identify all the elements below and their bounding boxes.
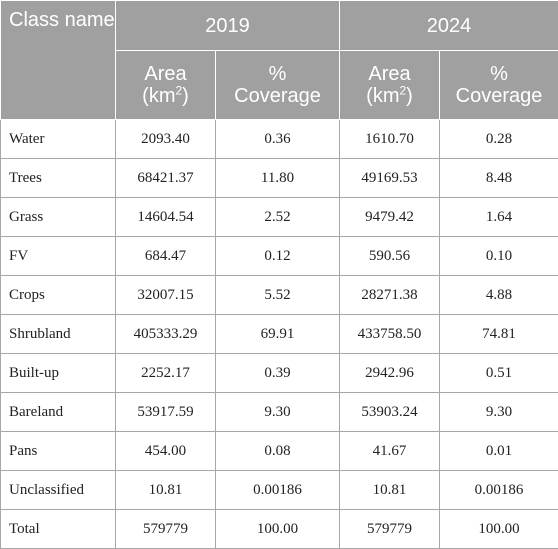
row-class-name: Bareland [1,393,116,432]
coverage-2019-cell: 5.52 [216,276,340,315]
area-2024-cell: 53903.24 [340,393,440,432]
table-row-total: Total 579779 100.00 579779 100.00 [1,510,558,549]
coverage-2024-cell: 0.28 [440,120,558,159]
header-year-2024: 2024 [340,1,558,51]
area-2024-cell: 28271.38 [340,276,440,315]
area-2024-cell: 579779 [340,510,440,549]
row-class-name: Pans [1,432,116,471]
area-2019-cell: 53917.59 [116,393,216,432]
coverage-2019-cell: 11.80 [216,159,340,198]
coverage-2019-cell: 0.36 [216,120,340,159]
row-class-name: Built-up [1,354,116,393]
row-class-name: Grass [1,198,116,237]
row-class-name: Shrubland [1,315,116,354]
row-class-name: Unclassified [1,471,116,510]
area-2019-cell: 2252.17 [116,354,216,393]
area-2019-cell: 579779 [116,510,216,549]
coverage-2019-cell: 0.00186 [216,471,340,510]
coverage-line1: % [269,63,287,85]
table-body: Water 2093.40 0.36 1610.70 0.28 Trees 68… [1,120,558,549]
coverage-2024-cell: 0.01 [440,432,558,471]
coverage-line1: % [490,63,508,85]
area-unit-prefix: (km [366,85,399,107]
header-year-2019: 2019 [116,1,340,51]
table-row: Built-up 2252.17 0.39 2942.96 0.51 [1,354,558,393]
row-class-name: Trees [1,159,116,198]
area-2024-cell: 433758.50 [340,315,440,354]
table-row: Bareland 53917.59 9.30 53903.24 9.30 [1,393,558,432]
area-2024-cell: 10.81 [340,471,440,510]
header-area-2019: Area (km2) [116,51,216,120]
area-2024-cell: 9479.42 [340,198,440,237]
area-2019-cell: 68421.37 [116,159,216,198]
row-class-name: Total [1,510,116,549]
row-class-name: Water [1,120,116,159]
coverage-2019-cell: 2.52 [216,198,340,237]
coverage-2019-cell: 69.91 [216,315,340,354]
table-row: Grass 14604.54 2.52 9479.42 1.64 [1,198,558,237]
coverage-line2: Coverage [234,85,321,107]
area-2024-cell: 590.56 [340,237,440,276]
row-class-name: Crops [1,276,116,315]
coverage-2019-cell: 9.30 [216,393,340,432]
area-2024-cell: 2942.96 [340,354,440,393]
area-unit-suffix: ) [182,85,189,107]
coverage-2024-cell: 0.51 [440,354,558,393]
coverage-2024-cell: 8.48 [440,159,558,198]
coverage-2024-cell: 100.00 [440,510,558,549]
area-2024-cell: 41.67 [340,432,440,471]
area-2019-cell: 14604.54 [116,198,216,237]
area-2019-cell: 684.47 [116,237,216,276]
coverage-2019-cell: 100.00 [216,510,340,549]
coverage-2024-cell: 74.81 [440,315,558,354]
table-row: Crops 32007.15 5.52 28271.38 4.88 [1,276,558,315]
header-coverage-2019: % Coverage [216,51,340,120]
row-class-name: FV [1,237,116,276]
coverage-2019-cell: 0.12 [216,237,340,276]
table-row: Trees 68421.37 11.80 49169.53 8.48 [1,159,558,198]
coverage-2019-cell: 0.39 [216,354,340,393]
area-label: Area [144,63,186,85]
area-2019-cell: 454.00 [116,432,216,471]
coverage-2024-cell: 1.64 [440,198,558,237]
area-2024-cell: 49169.53 [340,159,440,198]
area-unit-prefix: (km [142,85,175,107]
header-area-2024: Area (km2) [340,51,440,120]
area-label: Area [368,63,410,85]
coverage-2024-cell: 9.30 [440,393,558,432]
table-row: Pans 454.00 0.08 41.67 0.01 [1,432,558,471]
area-2019-cell: 405333.29 [116,315,216,354]
coverage-line2: Coverage [456,85,543,107]
header-class-name: Class name [1,1,116,120]
area-unit-suffix: ) [406,85,413,107]
table-row: FV 684.47 0.12 590.56 0.10 [1,237,558,276]
table-row: Unclassified 10.81 0.00186 10.81 0.00186 [1,471,558,510]
coverage-2024-cell: 0.00186 [440,471,558,510]
area-2019-cell: 10.81 [116,471,216,510]
coverage-2024-cell: 4.88 [440,276,558,315]
table-row: Water 2093.40 0.36 1610.70 0.28 [1,120,558,159]
area-2019-cell: 2093.40 [116,120,216,159]
area-2024-cell: 1610.70 [340,120,440,159]
coverage-2024-cell: 0.10 [440,237,558,276]
area-2019-cell: 32007.15 [116,276,216,315]
table-header: Class name 2019 2024 Area (km2) % Covera… [1,1,558,120]
coverage-2019-cell: 0.08 [216,432,340,471]
header-coverage-2024: % Coverage [440,51,558,120]
table-row: Shrubland 405333.29 69.91 433758.50 74.8… [1,315,558,354]
